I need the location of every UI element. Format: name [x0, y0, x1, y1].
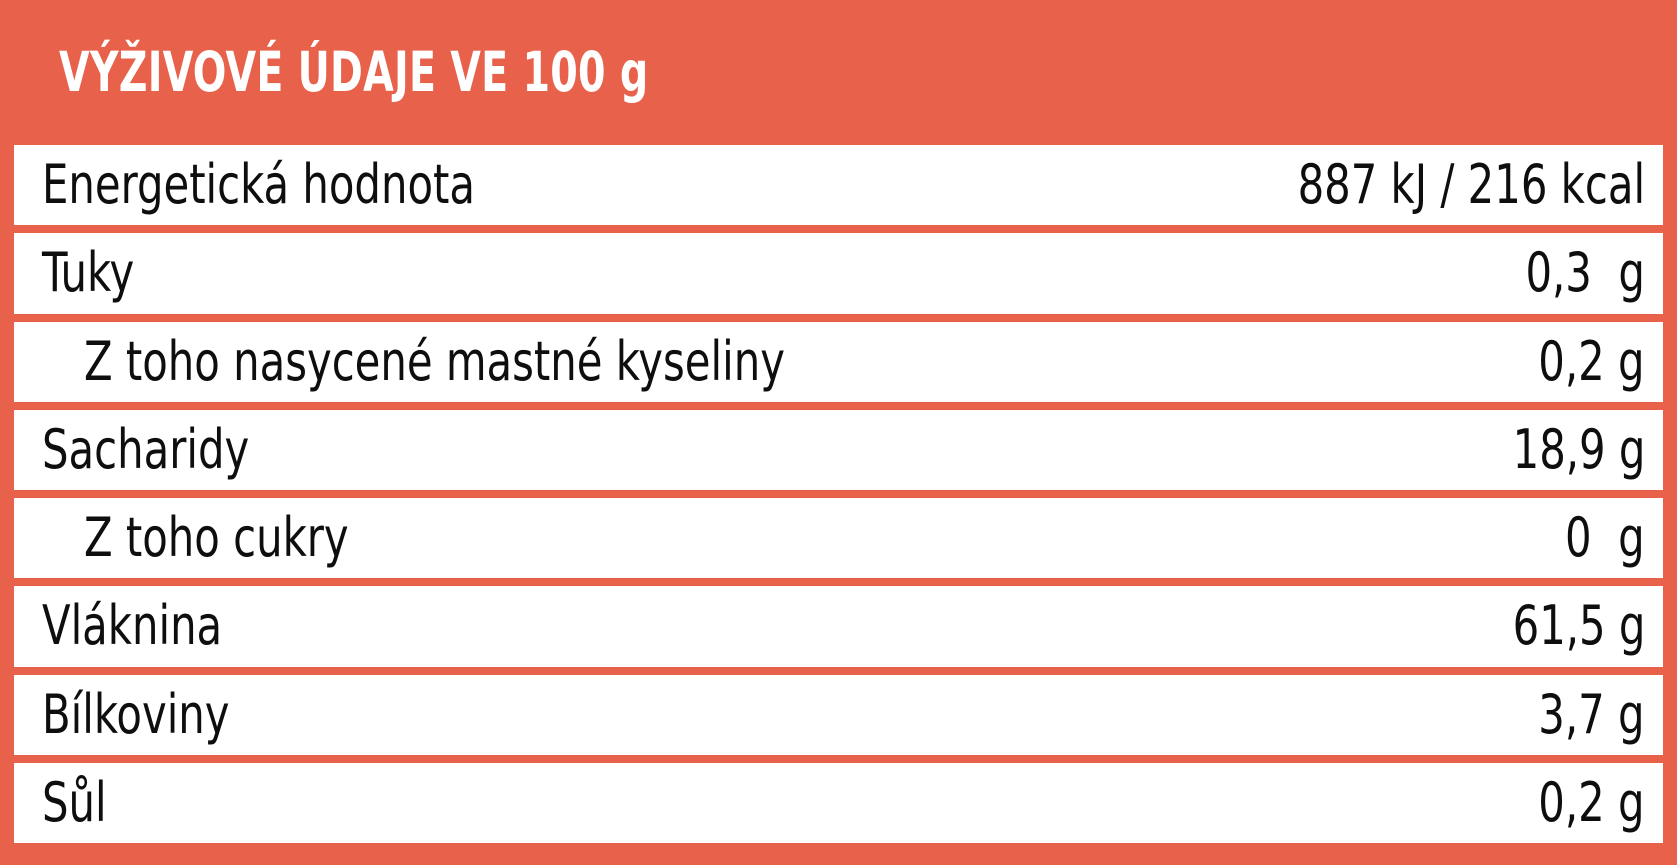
nutrient-label: Sacharidy: [42, 417, 250, 481]
nutrient-label: Sůl: [42, 770, 107, 834]
nutrient-value: 3,7 g: [1538, 682, 1645, 746]
nutrient-label: Energetická hodnota: [42, 153, 475, 217]
nutrient-label: Tuky: [42, 241, 135, 305]
page-title: VÝŽIVOVÉ ÚDAJE VE 100 g: [59, 40, 649, 104]
table-row: Energetická hodnota 887 kJ / 216 kcal: [14, 145, 1663, 226]
nutrient-value: 18,9 g: [1512, 417, 1645, 481]
table-row: Sacharidy 18,9 g: [14, 409, 1663, 490]
table-row: Z toho cukry 0 g: [14, 498, 1663, 579]
nutrient-value: 0,2 g: [1538, 329, 1645, 393]
table-row: Bílkoviny 3,7 g: [14, 674, 1663, 755]
nutrition-rows: Energetická hodnota 887 kJ / 216 kcal Tuky…: [14, 145, 1663, 843]
table-row: Tuky 0,3 g: [14, 233, 1663, 314]
nutrient-value: 0,3 g: [1525, 241, 1645, 305]
table-row: Sůl 0,2 g: [14, 762, 1663, 843]
nutrient-value: 0,2 g: [1538, 770, 1645, 834]
nutrient-label: Z toho nasycené mastné kyseliny: [84, 329, 785, 393]
nutrient-value: 0 g: [1565, 506, 1645, 570]
table-row: Vláknina 61,5 g: [14, 586, 1663, 667]
nutrient-label: Bílkoviny: [42, 682, 230, 746]
nutrient-label: Vláknina: [42, 594, 223, 658]
nutrient-label: Z toho cukry: [84, 506, 349, 570]
nutrient-value: 887 kJ / 216 kcal: [1297, 153, 1645, 217]
table-row: Z toho nasycené mastné kyseliny 0,2 g: [14, 321, 1663, 402]
table-header: VÝŽIVOVÉ ÚDAJE VE 100 g: [14, 0, 1663, 145]
nutrient-value: 61,5 g: [1512, 594, 1645, 658]
